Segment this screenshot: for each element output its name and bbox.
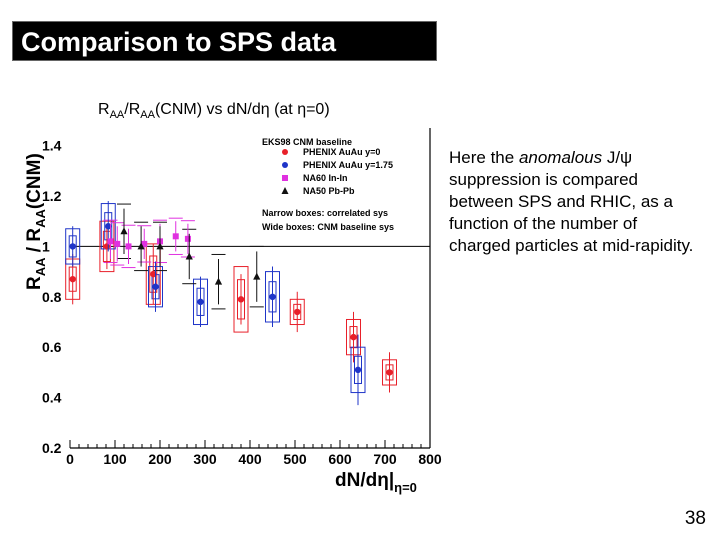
data-point	[120, 227, 128, 235]
caption-sub1: AA	[109, 109, 125, 122]
data-point	[156, 242, 164, 250]
data-point	[269, 293, 276, 300]
title-bar: Comparison to SPS data	[12, 21, 437, 61]
plot-caption: RAA/RAA(CNM) vs dN/dη (at η=0)	[98, 101, 330, 121]
data-point	[294, 308, 301, 316]
legend-label: NA50 Pb-Pb	[303, 186, 355, 196]
x-tick-label: 0	[66, 451, 74, 467]
description-text: Here the anomalous J/ψ suppression is co…	[449, 147, 699, 257]
data-point	[197, 298, 204, 306]
data-point	[69, 275, 76, 283]
data-point	[105, 223, 112, 230]
legend-note-correlated: Narrow boxes: correlated sys	[262, 208, 388, 218]
systematic-box-wide	[233, 266, 249, 333]
systematic-box-wide	[99, 220, 115, 273]
data-marks	[69, 201, 393, 406]
y-axis-title: RAA / RAA(CNM)	[24, 153, 48, 290]
caption-part3: (CNM) vs d	[154, 101, 236, 118]
x-tick-label: 600	[328, 451, 352, 467]
legend-label: PHENIX AuAu y=1.75	[303, 160, 393, 170]
data-point	[237, 296, 245, 303]
caption-part1: R	[98, 101, 110, 118]
data-point	[354, 366, 362, 374]
data-point	[350, 333, 357, 341]
y-tick-label: 1.2	[42, 188, 62, 204]
y-tick-label: 0.4	[42, 390, 62, 406]
legend-label: NA60 In-In	[303, 173, 348, 183]
legend-label: PHENIX AuAu y=0	[303, 147, 380, 157]
x-tick-label: 800	[418, 451, 442, 467]
data-point	[152, 283, 159, 290]
y-tick-label: 0.6	[42, 339, 62, 355]
y-tick-label: 0.2	[42, 440, 62, 456]
legend-marker	[282, 149, 288, 155]
x-tick-label: 500	[283, 451, 307, 467]
page-number: 38	[684, 508, 706, 529]
data-point	[184, 235, 191, 242]
description-emphasis: anomalous	[518, 148, 603, 167]
data-point	[137, 242, 145, 250]
legend-marker	[281, 187, 289, 194]
data-point	[114, 240, 121, 247]
chart-legend: EKS98 CNM baseline Narrow boxes: correla…	[262, 137, 394, 232]
data-point	[386, 369, 393, 376]
data-point	[150, 270, 157, 278]
caption-part4: N/dη (at η=0)	[235, 101, 330, 118]
plot-frame	[70, 128, 431, 449]
caption-part2: /R	[124, 101, 141, 118]
x-tick-label: 300	[193, 451, 217, 467]
data-point	[107, 238, 114, 245]
x-tick-label: 100	[103, 451, 127, 467]
x-axis-title: dN/dη|η=0	[335, 470, 417, 495]
x-tick-label: 700	[373, 451, 397, 467]
data-point	[172, 233, 179, 240]
data-point	[141, 240, 148, 247]
data-point	[214, 277, 223, 285]
y-tick-label: 1.4	[42, 138, 62, 154]
legend-title: EKS98 CNM baseline	[262, 137, 352, 147]
axis-ticks: 0 100 200 300 400 500 600 700 800 0.2 0.4 0.6 0.8 1 1.…	[42, 138, 442, 467]
slide-title: Comparison to SPS data	[21, 27, 337, 57]
legend-marker	[282, 162, 288, 168]
legend-note-baseline: Wide boxes: CNM baseline sys	[262, 222, 394, 232]
y-tick-label: 0.8	[42, 289, 62, 305]
data-point	[253, 272, 261, 280]
data-point	[69, 243, 76, 250]
data-point	[125, 243, 132, 250]
data-point	[185, 252, 193, 260]
caption-sub2: AA	[140, 109, 155, 122]
description-after: J/ψ suppression is compared between SPS …	[449, 148, 694, 255]
description-before: Here the	[449, 148, 519, 167]
x-tick-label: 400	[238, 451, 262, 467]
legend-marker	[282, 175, 288, 181]
x-tick-label: 200	[148, 451, 172, 467]
y-tick-label: 1	[42, 238, 50, 254]
